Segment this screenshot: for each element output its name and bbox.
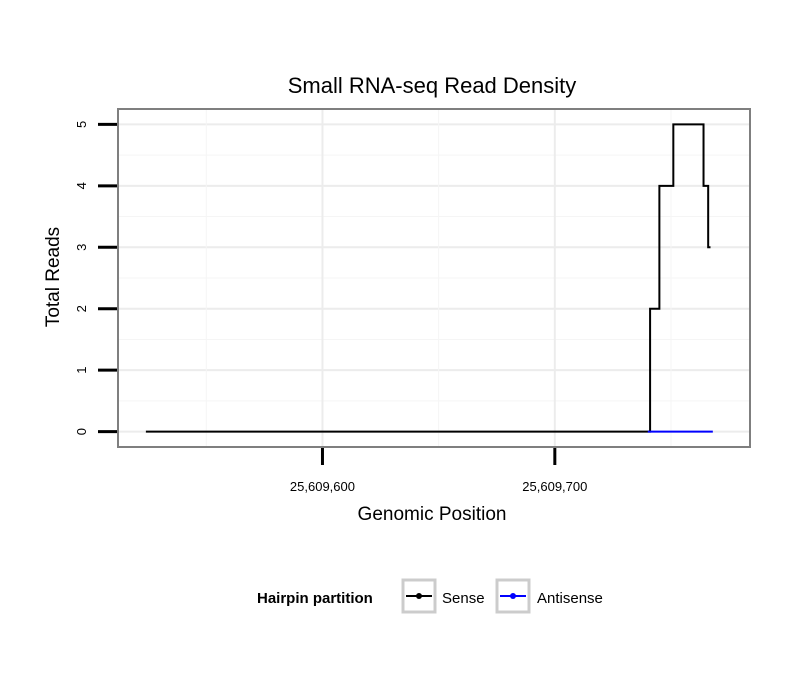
legend-item-sense: Sense <box>401 578 485 614</box>
y-axis-title: Total Reads <box>43 227 64 327</box>
y-tick-label: 3 <box>74 244 89 251</box>
y-tick-label: 4 <box>74 182 89 189</box>
series-line-sense <box>145 123 711 433</box>
legend-item-antisense: Antisense <box>495 578 603 614</box>
y-tick-label: 1 <box>74 367 89 374</box>
plot-border <box>117 108 751 448</box>
x-axis-title: Genomic Position <box>358 504 507 525</box>
legend-label-sense: Sense <box>442 590 485 607</box>
y-tick-label: 0 <box>74 428 89 435</box>
legend-point-antisense <box>510 593 516 599</box>
legend-point-sense <box>416 593 422 599</box>
legend: Hairpin partition Sense Antisense <box>257 578 603 614</box>
x-tick-label: 25,609,600 <box>290 479 355 494</box>
y-tick-label: 2 <box>74 305 89 312</box>
x-tick-label: 25,609,700 <box>522 479 587 494</box>
y-axis: 0 1 2 3 4 5 <box>74 121 117 435</box>
x-axis: 25,609,600 25,609,700 <box>290 448 587 494</box>
legend-title: Hairpin partition <box>257 590 373 607</box>
grid-lines <box>118 109 750 447</box>
series-lines <box>145 123 713 433</box>
y-tick-label: 5 <box>74 121 89 128</box>
legend-label-antisense: Antisense <box>537 590 603 607</box>
chart-title: Small RNA-seq Read Density <box>288 73 577 98</box>
